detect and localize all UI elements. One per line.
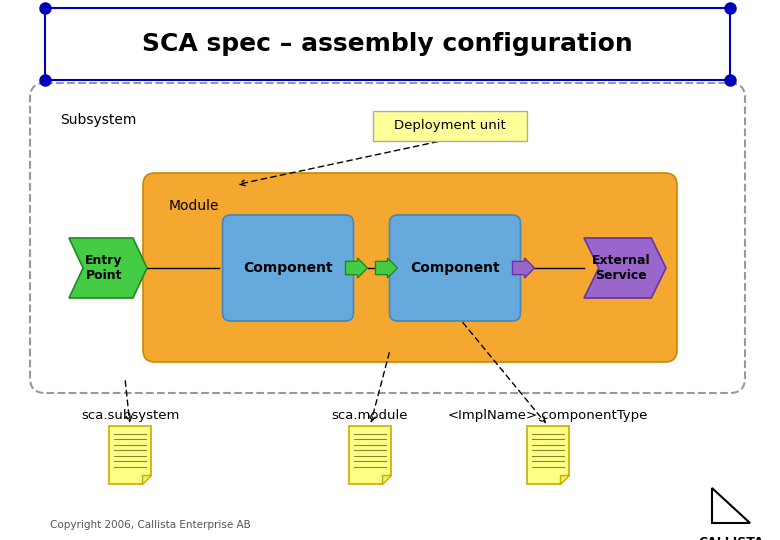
Polygon shape [712, 488, 750, 523]
Text: Component: Component [410, 261, 500, 275]
Text: Subsystem: Subsystem [60, 113, 136, 127]
Polygon shape [527, 426, 569, 484]
Polygon shape [349, 426, 391, 484]
FancyBboxPatch shape [45, 8, 730, 80]
Text: Module: Module [169, 199, 219, 213]
Polygon shape [346, 258, 367, 278]
Polygon shape [512, 258, 534, 278]
FancyBboxPatch shape [373, 111, 527, 141]
FancyBboxPatch shape [389, 215, 520, 321]
Text: CALLISTA: CALLISTA [698, 536, 764, 540]
Text: <ImplName>.componentType: <ImplName>.componentType [448, 409, 648, 422]
Polygon shape [584, 238, 666, 298]
Text: External
Service: External Service [591, 254, 651, 282]
Text: sca.module: sca.module [332, 409, 408, 422]
Polygon shape [381, 475, 391, 484]
FancyBboxPatch shape [143, 173, 677, 362]
FancyBboxPatch shape [30, 83, 745, 393]
Polygon shape [375, 258, 398, 278]
Polygon shape [109, 426, 151, 484]
Text: sca.subsystem: sca.subsystem [81, 409, 179, 422]
Polygon shape [69, 238, 147, 298]
Text: Deployment unit: Deployment unit [394, 119, 506, 132]
Text: Copyright 2006, Callista Enterprise AB: Copyright 2006, Callista Enterprise AB [50, 520, 250, 530]
Text: SCA spec – assembly configuration: SCA spec – assembly configuration [142, 32, 633, 56]
Polygon shape [142, 475, 151, 484]
Text: Component: Component [243, 261, 333, 275]
FancyBboxPatch shape [222, 215, 353, 321]
Polygon shape [560, 475, 569, 484]
Text: Entry
Point: Entry Point [85, 254, 123, 282]
